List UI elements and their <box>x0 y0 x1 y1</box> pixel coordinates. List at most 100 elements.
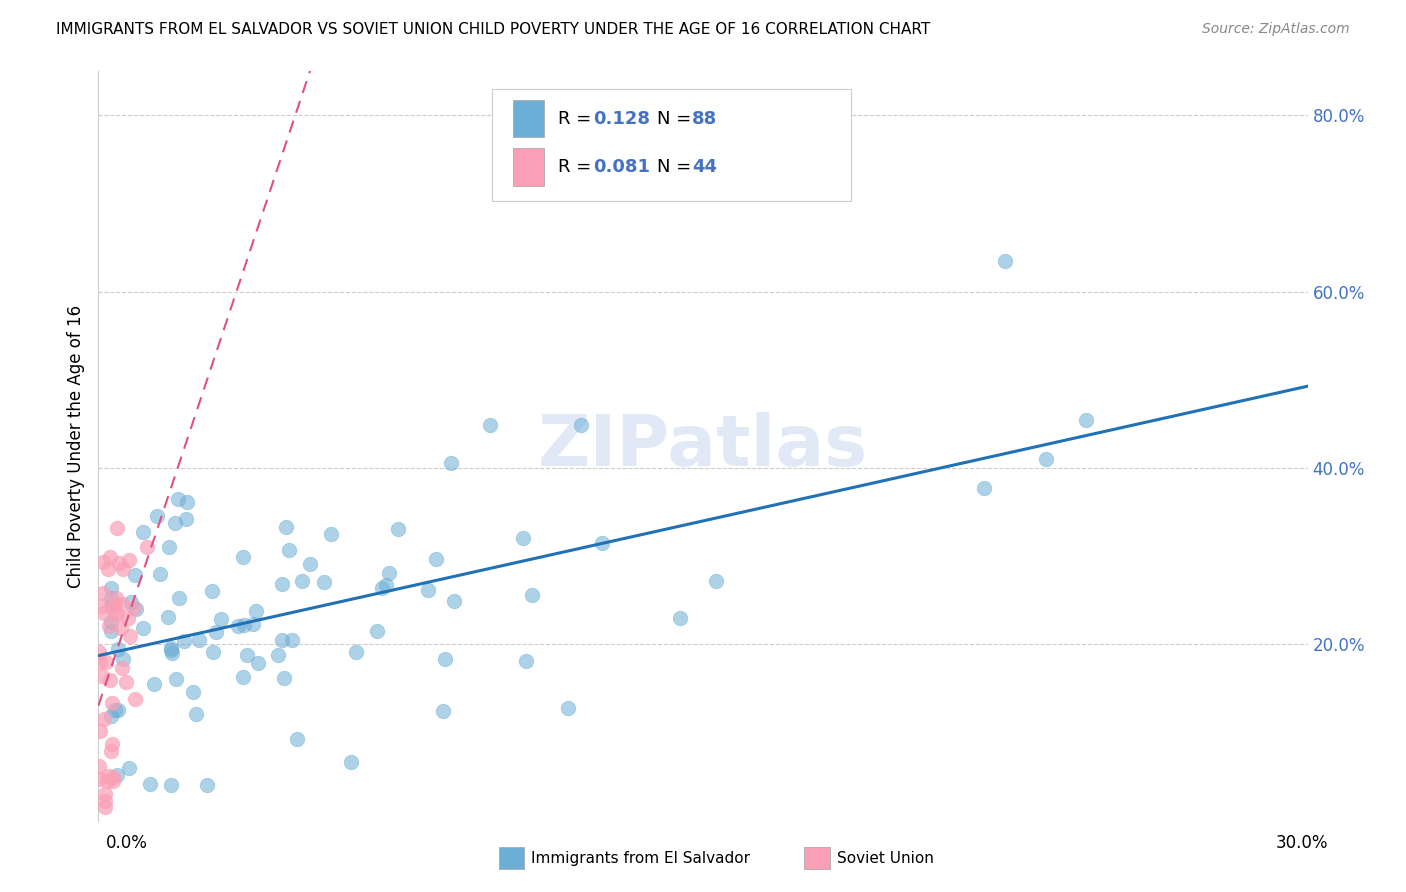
Point <box>135 540 157 554</box>
Text: 44: 44 <box>692 158 717 176</box>
Point <box>103 598 125 612</box>
Text: IMMIGRANTS FROM EL SALVADOR VS SOVIET UNION CHILD POVERTY UNDER THE AGE OF 16 CO: IMMIGRANTS FROM EL SALVADOR VS SOVIET UN… <box>56 22 931 37</box>
Point <box>138 777 160 791</box>
Point <box>159 778 181 792</box>
Point <box>195 778 218 792</box>
Point <box>98 619 121 633</box>
Point <box>87 645 110 659</box>
Point <box>236 648 259 663</box>
Point <box>105 768 128 782</box>
Point <box>274 520 297 534</box>
Point <box>994 253 1017 268</box>
Text: N =: N = <box>657 158 696 176</box>
Point <box>97 562 120 576</box>
Point <box>160 646 183 660</box>
Point <box>973 481 995 495</box>
Point <box>124 691 146 706</box>
Point <box>159 642 181 657</box>
Point <box>100 743 122 757</box>
Point <box>157 540 180 554</box>
Text: ZIPatlas: ZIPatlas <box>538 411 868 481</box>
Point <box>94 793 117 807</box>
Point <box>107 704 129 718</box>
Point <box>98 673 121 687</box>
Point <box>98 549 121 564</box>
Point <box>165 672 187 686</box>
Point <box>90 669 112 683</box>
Point <box>110 621 132 635</box>
Point <box>100 737 122 751</box>
Point <box>378 566 401 580</box>
Text: 0.081: 0.081 <box>593 158 651 176</box>
Point <box>174 512 197 526</box>
Point <box>522 588 544 602</box>
Point <box>169 591 191 606</box>
Point <box>425 551 447 566</box>
Point <box>278 542 301 557</box>
Point <box>166 492 188 507</box>
Point <box>96 774 118 789</box>
Point <box>125 602 148 616</box>
Point <box>226 618 249 632</box>
Point <box>512 531 534 545</box>
Point <box>387 522 409 536</box>
Text: 0.0%: 0.0% <box>105 834 148 852</box>
Text: 88: 88 <box>692 110 717 128</box>
Point <box>114 674 136 689</box>
Text: N =: N = <box>657 110 696 128</box>
Point <box>132 622 155 636</box>
Point <box>314 574 336 589</box>
Point <box>145 508 167 523</box>
Point <box>247 656 270 670</box>
Point <box>100 696 122 710</box>
Point <box>118 629 141 643</box>
Point <box>200 583 222 598</box>
Point <box>340 755 363 769</box>
Point <box>87 759 110 773</box>
Point <box>111 651 134 665</box>
Point <box>163 516 186 530</box>
Text: 0.128: 0.128 <box>593 110 651 128</box>
Point <box>267 648 290 662</box>
Point <box>232 617 254 632</box>
Point <box>97 769 120 783</box>
Text: Immigrants from El Salvador: Immigrants from El Salvador <box>531 851 751 865</box>
Point <box>89 724 111 739</box>
Point <box>93 712 115 726</box>
Point <box>100 708 122 723</box>
Point <box>270 633 292 648</box>
Point <box>105 521 128 535</box>
Point <box>273 671 295 685</box>
Point <box>205 625 228 640</box>
Point <box>94 799 117 814</box>
Point <box>94 655 117 669</box>
Point <box>105 607 128 621</box>
Point <box>93 606 115 620</box>
Point <box>100 591 122 605</box>
Point <box>1074 412 1097 426</box>
Point <box>160 641 183 656</box>
Point <box>416 583 439 598</box>
Point <box>124 568 146 582</box>
Point <box>187 632 209 647</box>
Text: R =: R = <box>558 158 598 176</box>
Point <box>1035 452 1057 467</box>
Point <box>479 417 502 432</box>
Point <box>111 661 134 675</box>
Point <box>242 616 264 631</box>
Point <box>515 654 537 668</box>
Point <box>111 597 134 611</box>
Point <box>669 611 692 625</box>
Point <box>104 606 127 620</box>
Point <box>103 770 125 784</box>
Point <box>90 599 112 613</box>
Point <box>443 593 465 607</box>
Point <box>181 684 204 698</box>
Point <box>101 774 124 789</box>
Point <box>91 555 114 569</box>
Point <box>344 644 367 658</box>
Point <box>176 495 198 509</box>
Point <box>209 612 232 626</box>
Point <box>89 655 111 669</box>
Point <box>118 553 141 567</box>
